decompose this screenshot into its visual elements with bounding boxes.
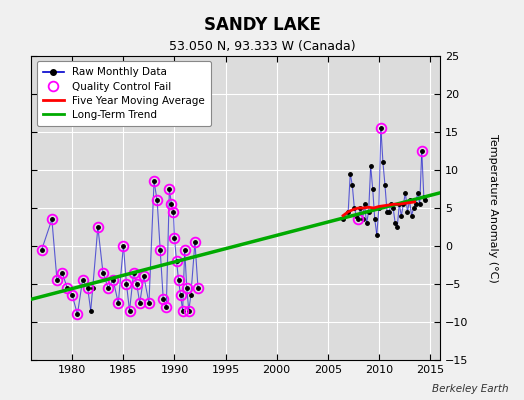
Text: SANDY LAKE: SANDY LAKE	[203, 16, 321, 34]
Text: Berkeley Earth: Berkeley Earth	[432, 384, 508, 394]
Y-axis label: Temperature Anomaly (°C): Temperature Anomaly (°C)	[488, 134, 498, 282]
Legend: Raw Monthly Data, Quality Control Fail, Five Year Moving Average, Long-Term Tren: Raw Monthly Data, Quality Control Fail, …	[37, 61, 211, 126]
Text: 53.050 N, 93.333 W (Canada): 53.050 N, 93.333 W (Canada)	[169, 40, 355, 53]
